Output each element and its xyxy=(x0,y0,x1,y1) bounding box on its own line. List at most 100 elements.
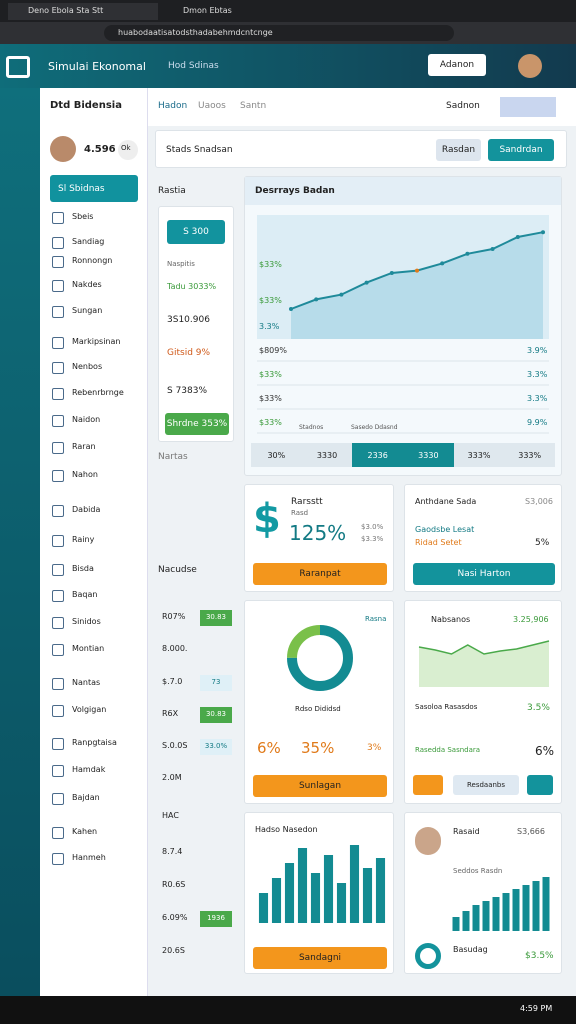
footer-cell: 3330 xyxy=(403,443,454,467)
chart-title: Desrrays Badan xyxy=(255,186,335,196)
nav-item[interactable]: Ronnongn xyxy=(72,256,113,265)
tab[interactable]: Santn xyxy=(240,101,267,111)
icons[interactable] xyxy=(500,97,556,117)
line: Sasoloa Rasasdos xyxy=(415,703,478,711)
footer-cell: 3330 xyxy=(316,450,338,460)
button[interactable]: Rasdan xyxy=(436,139,481,161)
bar xyxy=(336,883,347,923)
nav-item[interactable]: Nahon xyxy=(72,470,98,479)
stat: Naspitis xyxy=(167,260,195,268)
active-item[interactable]: Sl Sbidnas xyxy=(50,175,138,202)
nav-item[interactable]: Rainy xyxy=(72,535,95,544)
row-label: 8.7.4 xyxy=(162,847,183,856)
card-title: Rasna xyxy=(365,615,387,623)
search-text[interactable]: Stads Snadsan xyxy=(166,145,233,155)
button[interactable]: Nasi Harton xyxy=(413,563,555,585)
nav-item[interactable]: Sbeis xyxy=(72,212,94,221)
card: Hadso Nasedon Sandagni xyxy=(244,812,394,974)
nav-item[interactable]: Sandiag xyxy=(72,237,105,246)
toolbar-right[interactable]: Sadnon xyxy=(446,101,480,111)
header-button[interactable]: Adanon xyxy=(428,54,486,76)
area xyxy=(419,641,549,687)
button[interactable]: Resdaanbs xyxy=(453,775,519,795)
caption: Rdso Dididsd xyxy=(295,705,341,713)
nav-item[interactable]: Kahen xyxy=(72,827,98,836)
nav-item[interactable]: Hanmeh xyxy=(72,853,106,862)
nav-item[interactable]: Bisda xyxy=(72,564,94,573)
bar xyxy=(482,901,490,931)
nav-item[interactable]: Raran xyxy=(72,442,96,451)
card: Rasna Rdso Dididsd 6% 35% 3% Sunlagan xyxy=(244,600,394,804)
bar xyxy=(323,855,334,923)
point xyxy=(289,307,293,311)
stats-title: Rastia xyxy=(158,186,186,196)
chart xyxy=(258,845,386,923)
nav-item[interactable]: Sungan xyxy=(72,306,103,315)
bar xyxy=(362,868,373,923)
avatar[interactable] xyxy=(518,54,542,78)
button[interactable]: S 300 xyxy=(167,220,225,244)
point xyxy=(515,235,520,239)
nav-icon xyxy=(52,535,64,547)
card-header xyxy=(245,177,561,205)
tab[interactable]: Hadon xyxy=(158,101,188,111)
nav-item[interactable]: Nakdes xyxy=(72,280,102,289)
nav-item[interactable]: Montian xyxy=(72,644,105,653)
nav-item[interactable]: Hamdak xyxy=(72,765,106,774)
button[interactable]: Shrdne 353% xyxy=(165,413,229,435)
tab[interactable]: Dmon Ebtas xyxy=(183,6,232,15)
nav-item[interactable]: Nantas xyxy=(72,678,101,687)
url[interactable]: huabodaatisatodsthadabehmdcntcnge xyxy=(104,25,454,41)
button[interactable]: Sandrdan xyxy=(488,139,554,161)
nav-icon xyxy=(52,505,64,517)
card: $ Rarsstt Rasd 125% $3.0% $3.3% Raranpat xyxy=(244,484,394,592)
sidebar-title: Dtd Bidensia xyxy=(50,100,122,111)
side: $3.0% xyxy=(361,523,384,531)
nav-icon xyxy=(52,470,64,482)
button[interactable]: Sunlagan xyxy=(253,775,387,797)
button[interactable] xyxy=(413,775,443,795)
button[interactable] xyxy=(527,775,553,795)
row-label: 6.09% xyxy=(162,913,188,922)
nav-icon xyxy=(52,617,64,629)
nav-icon xyxy=(52,388,64,400)
nav-item[interactable]: Nenbos xyxy=(72,362,103,371)
line: Basudag xyxy=(453,945,488,954)
tab[interactable]: Uaoos xyxy=(198,101,226,111)
nav-item[interactable]: Markipsinan xyxy=(72,337,121,346)
axis-label: $33% xyxy=(259,296,282,305)
nav-item[interactable]: Volgigan xyxy=(72,705,107,714)
row-label: HAC xyxy=(162,811,179,820)
button[interactable]: Raranpat xyxy=(253,563,387,585)
point xyxy=(465,251,470,256)
nav-item[interactable]: Dabida xyxy=(72,505,101,514)
row-value: 9.9% xyxy=(527,418,548,427)
nav-item[interactable]: Rebenrbrnge xyxy=(72,388,124,397)
bar xyxy=(532,881,540,931)
nav-item[interactable]: Naidon xyxy=(72,415,101,424)
row-label: R07% xyxy=(162,612,186,621)
nav-item[interactable]: Ranpgtaisa xyxy=(72,738,117,747)
nav-item[interactable]: Baqan xyxy=(72,590,98,599)
bar xyxy=(452,917,460,931)
point xyxy=(364,280,369,285)
nav[interactable]: Hod Sdinas xyxy=(168,61,219,71)
point xyxy=(415,268,419,273)
address-bar: huabodaatisatodsthadabehmdcntcnge xyxy=(0,22,576,44)
card: Nabsanos 3.25,906 Sasoloa Rasasdos 3.5% … xyxy=(404,600,562,804)
bar xyxy=(492,897,500,931)
card-title: Nabsanos xyxy=(431,615,471,624)
line: Ridad Setet xyxy=(415,538,462,547)
pct: 5% xyxy=(535,538,550,548)
nav-item[interactable]: Bajdan xyxy=(72,793,100,802)
bar xyxy=(284,863,295,923)
search-panel: Stads Snadsan Rasdan Sandrdan xyxy=(155,130,567,168)
tab[interactable]: Deno Ebola Sta Stt xyxy=(8,3,158,20)
pct: 6% xyxy=(535,744,555,758)
button[interactable]: Sandagni xyxy=(253,947,387,969)
row-label: $33% xyxy=(259,418,282,427)
logo xyxy=(6,56,30,78)
footer-cell: 333% xyxy=(518,450,542,460)
nav-item[interactable]: Sinidos xyxy=(72,617,101,626)
stat: 3S10.906 xyxy=(167,315,210,325)
